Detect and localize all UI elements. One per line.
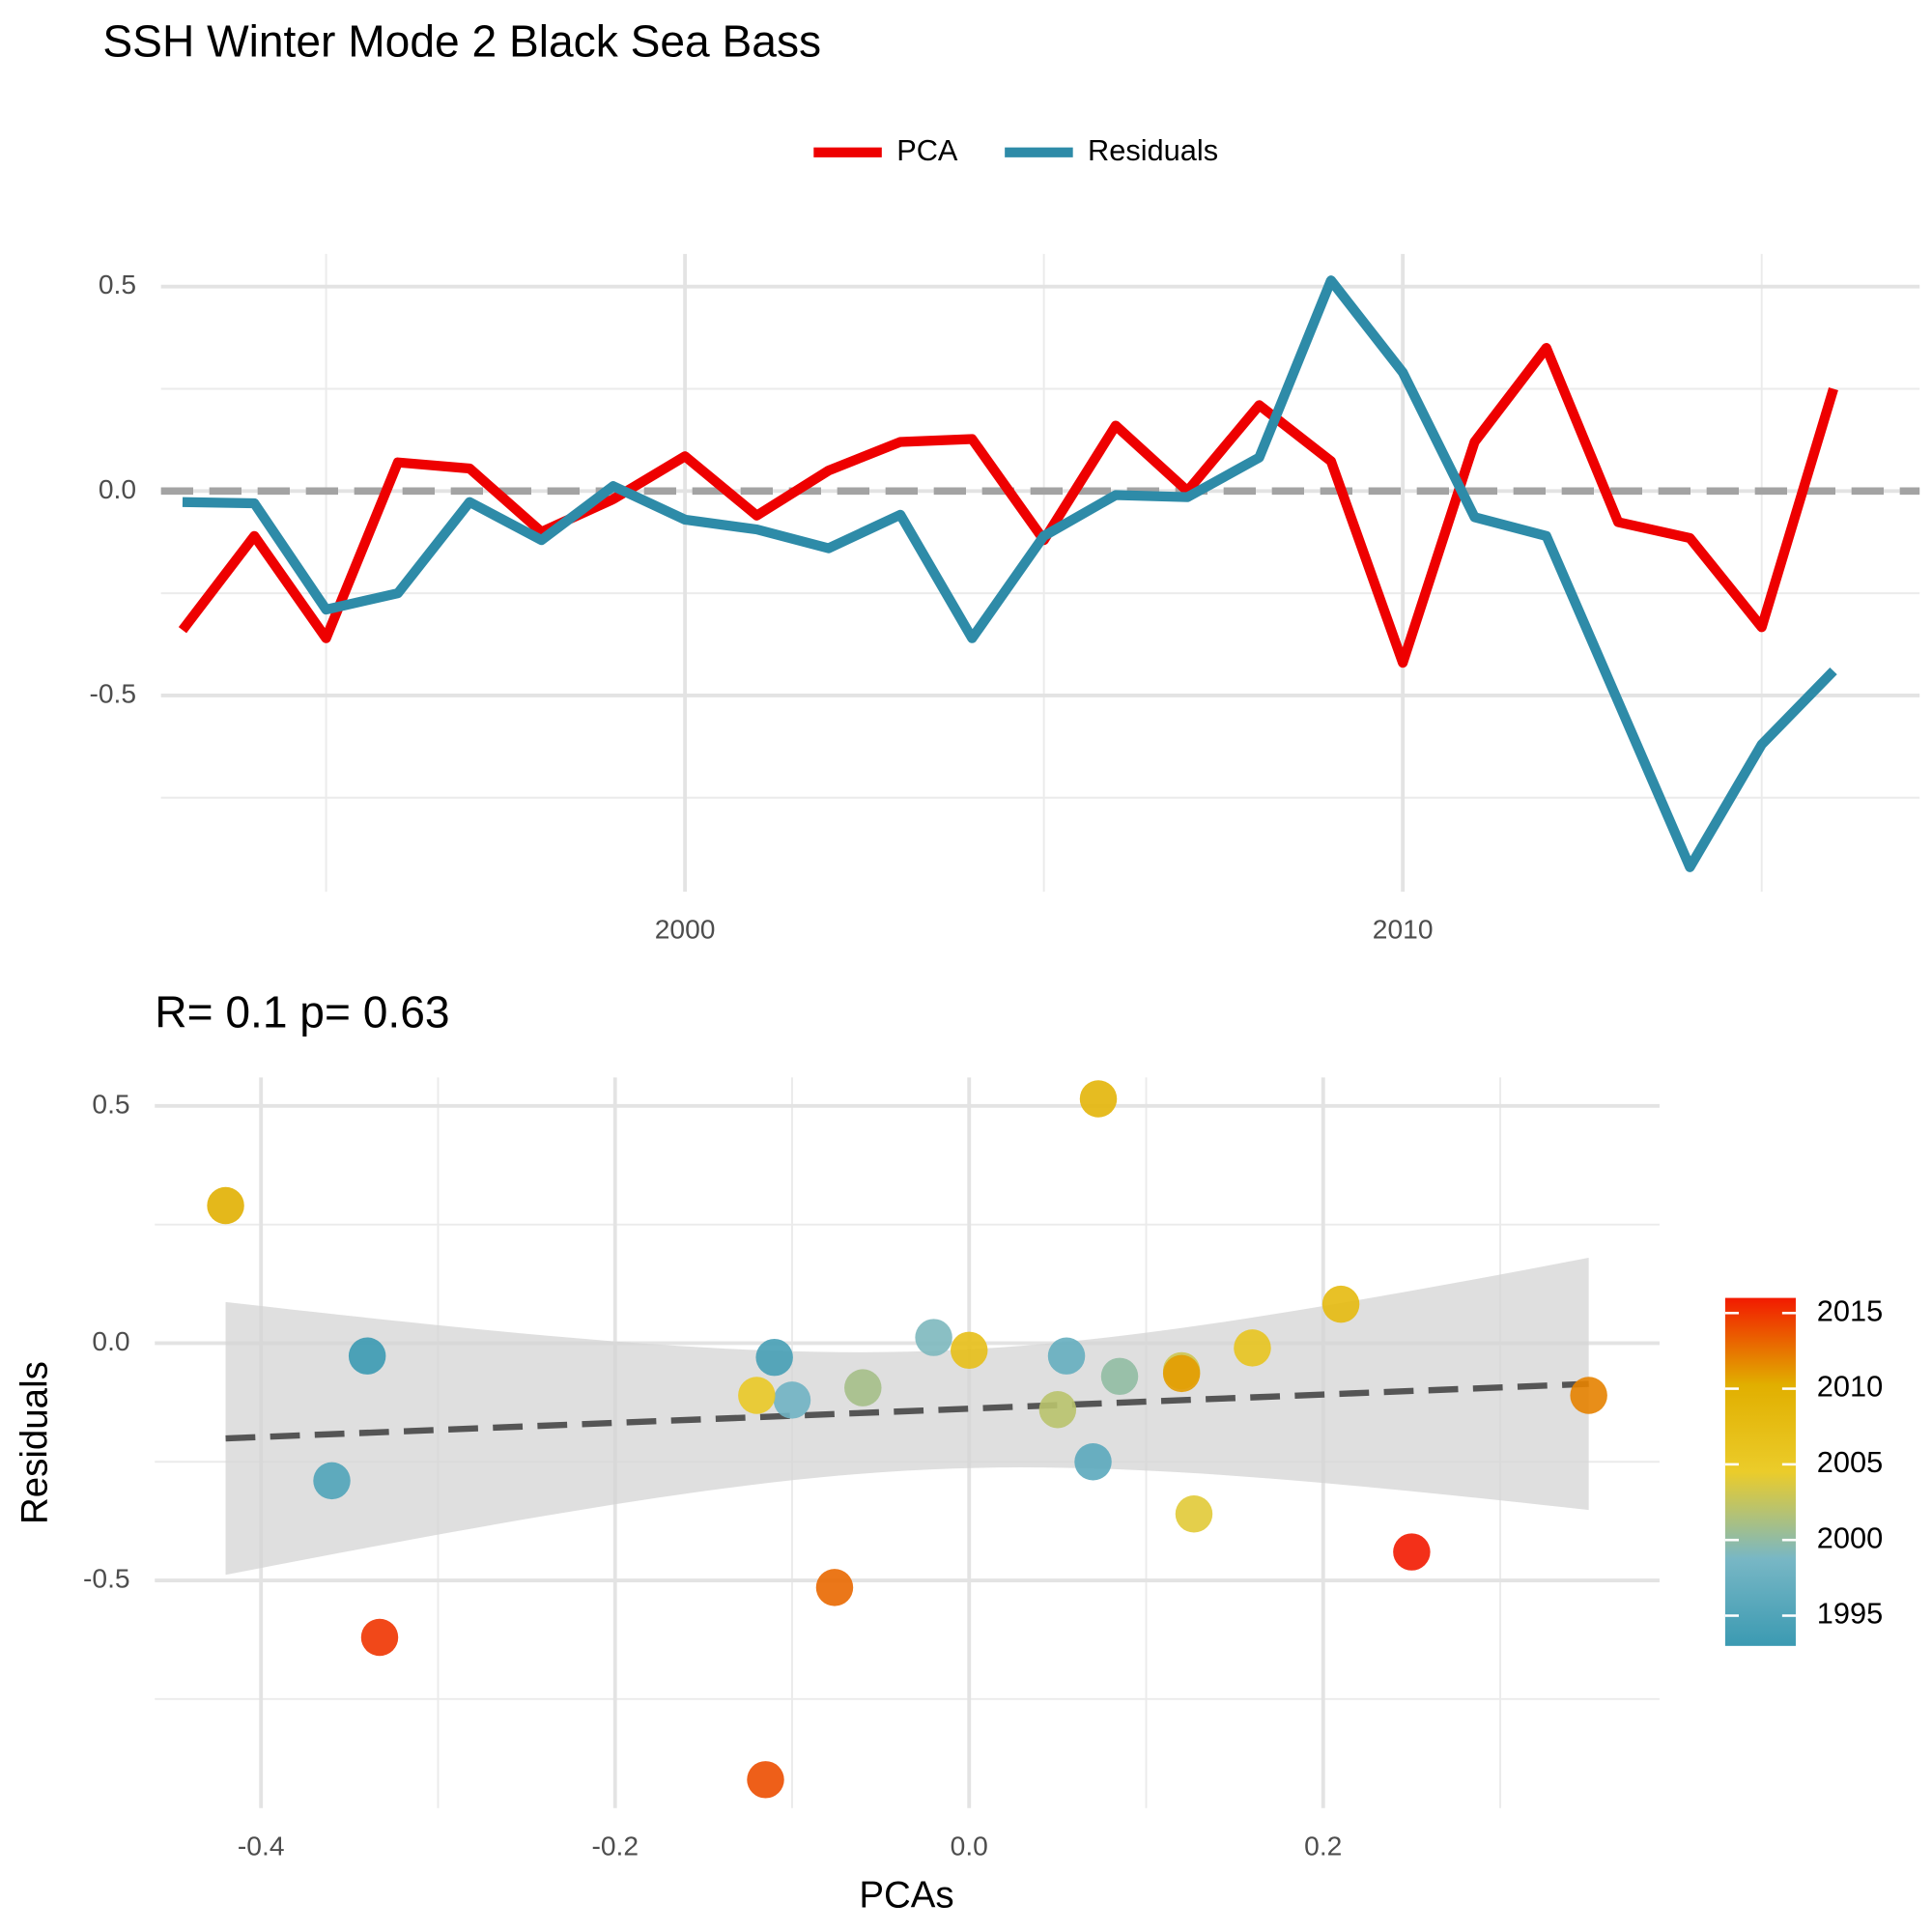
point [1175, 1495, 1213, 1533]
point [348, 1337, 386, 1375]
y-tick-label: -0.5 [83, 1562, 130, 1593]
y-tick-label: 0.0 [92, 1325, 129, 1356]
point [207, 1186, 244, 1225]
x-axis-title: PCAs [859, 1874, 953, 1916]
point [773, 1381, 811, 1419]
y-tick-label: 0.0 [99, 473, 136, 504]
x-tick-label: 0.2 [1304, 1830, 1342, 1861]
y-tick-label: 0.5 [99, 269, 136, 299]
point [747, 1761, 784, 1799]
chart-title: SSH Winter Mode 2 Black Sea Bass [102, 15, 821, 66]
x-tick-label: 0.0 [951, 1830, 988, 1861]
colorbar-label: 2010 [1817, 1370, 1883, 1404]
point [1162, 1354, 1201, 1393]
point [1570, 1377, 1607, 1414]
colorbar-label: 1995 [1817, 1597, 1883, 1631]
point [951, 1331, 988, 1370]
point [1079, 1080, 1118, 1118]
point [738, 1377, 776, 1414]
point [844, 1369, 882, 1406]
fit-line [225, 1380, 1589, 1442]
point [755, 1338, 793, 1377]
point [1393, 1533, 1431, 1571]
point [915, 1319, 952, 1356]
point [313, 1462, 351, 1500]
legend-label: Residuals [1088, 133, 1218, 167]
y-tick-label: 0.5 [92, 1088, 129, 1119]
point [1234, 1329, 1271, 1367]
point [360, 1618, 399, 1657]
x-tick-label: 2010 [1373, 914, 1434, 945]
colorbar-label: 2015 [1817, 1293, 1883, 1327]
data-line [178, 343, 1838, 668]
y-axis-title: Residuals [14, 1361, 56, 1524]
data-line [182, 275, 1837, 872]
legend-label: PCA [896, 133, 958, 167]
point [1100, 1357, 1139, 1396]
point [1074, 1443, 1112, 1481]
colorbar-label: 2000 [1817, 1520, 1883, 1554]
y-tick-label: -0.5 [89, 677, 136, 708]
colorbar-label: 2005 [1817, 1445, 1883, 1479]
x-tick-label: -0.4 [238, 1830, 285, 1861]
x-tick-label: 2000 [655, 914, 716, 945]
point [1038, 1390, 1077, 1429]
point [1321, 1285, 1360, 1323]
point [1047, 1337, 1086, 1375]
chart-subtitle: R= 0.1 p= 0.63 [155, 986, 449, 1037]
colorbar [1724, 1297, 1796, 1646]
point [815, 1569, 854, 1606]
x-tick-label: -0.2 [591, 1830, 639, 1861]
